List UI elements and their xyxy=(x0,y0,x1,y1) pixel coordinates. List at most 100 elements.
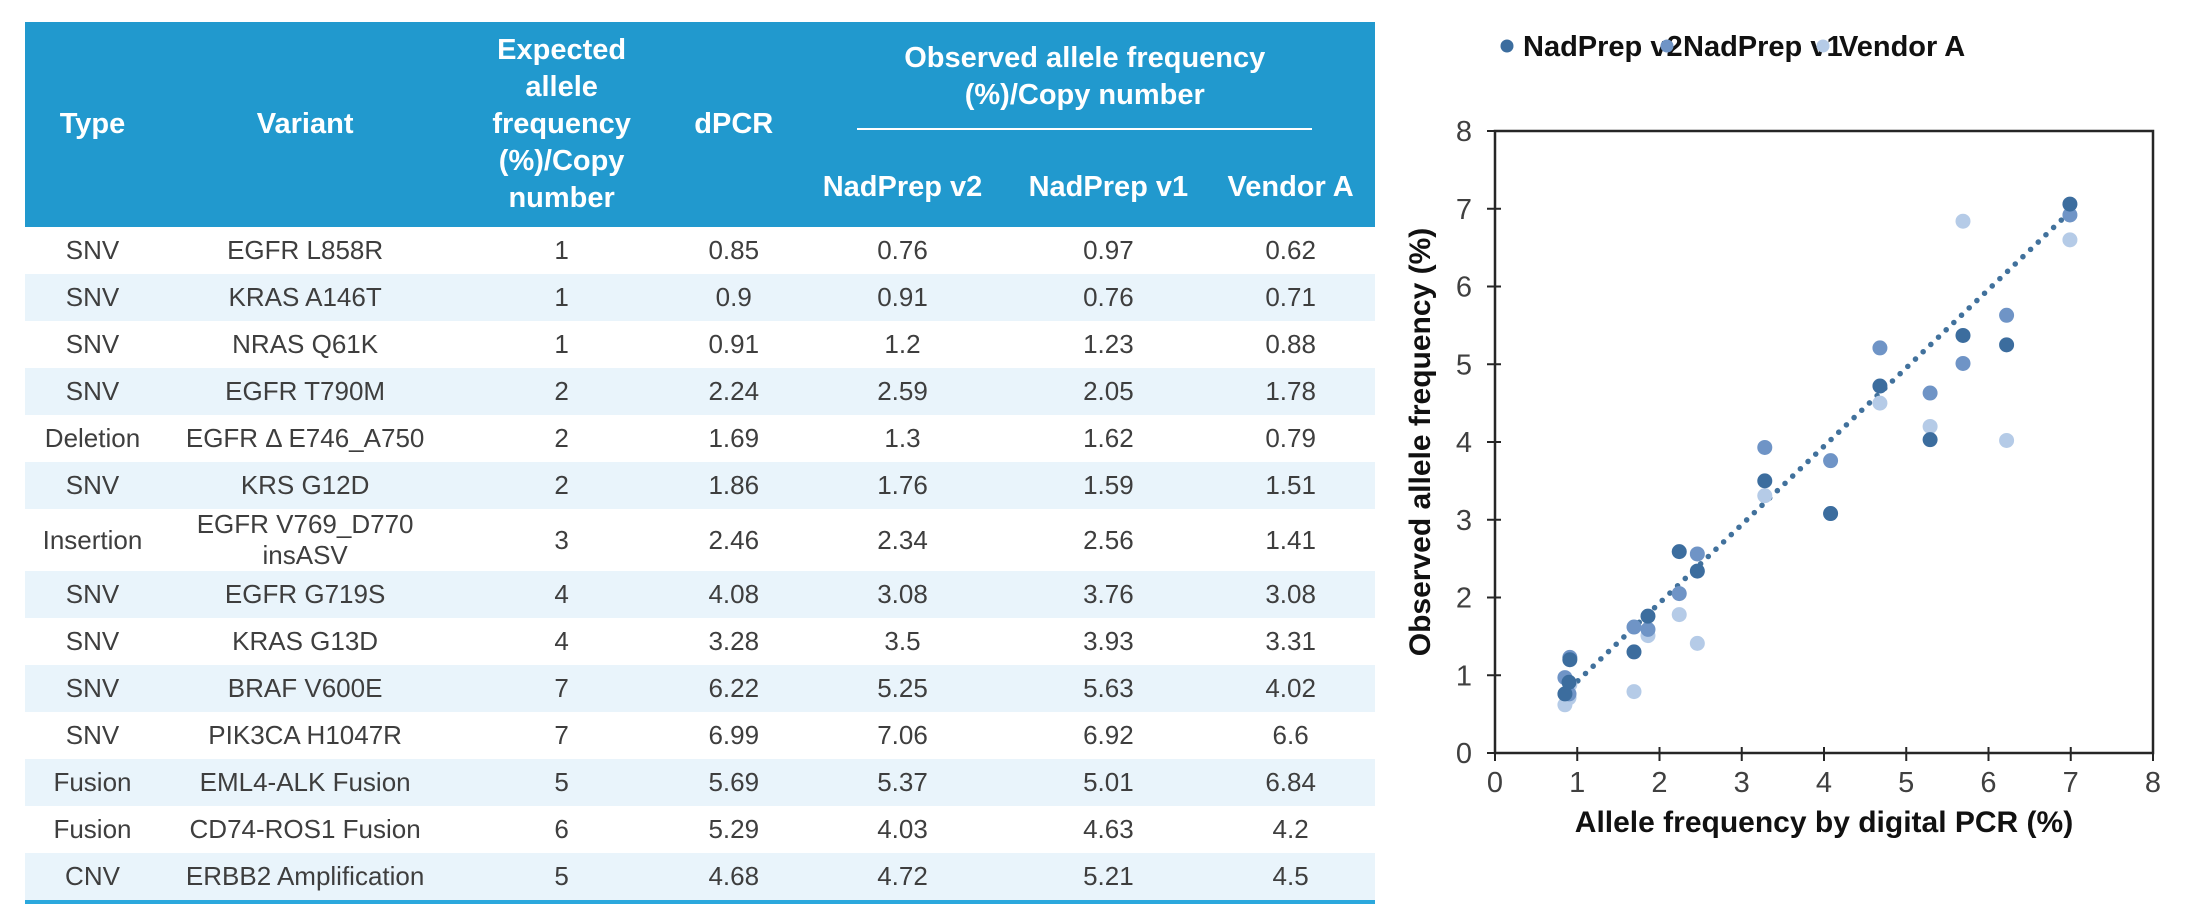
col-header-variant: Variant xyxy=(160,22,451,227)
table-row: Deletion EGFR Δ E746_A750 2 1.69 1.3 1.62 0.79 xyxy=(25,415,1375,462)
cell-expected: 5 xyxy=(450,759,673,806)
cell-variant: KRAS G13D xyxy=(160,618,451,665)
legend-label-vendor-a: Vendor A xyxy=(1839,31,1965,63)
x-tick-label: 3 xyxy=(1734,767,1750,799)
cell-expected: 7 xyxy=(450,712,673,759)
col-header-nadprep-v1: NadPrep v1 xyxy=(1010,167,1207,227)
table-row: Insertion EGFR V769_D770 insASV 3 2.46 2.34 2… xyxy=(25,509,1375,571)
x-tick-label: 8 xyxy=(2145,767,2161,799)
cell-type: SNV xyxy=(25,462,160,509)
col-header-type: Type xyxy=(25,22,160,227)
cell-nadprep-v2: 3.5 xyxy=(794,618,1011,665)
scatter-point-nadprep-v2 xyxy=(1626,644,1642,660)
cell-variant: EGFR T790M xyxy=(160,368,451,415)
table-row: SNV EGFR T790M 2 2.24 2.59 2.05 1.78 xyxy=(25,368,1375,415)
scatter-point-nadprep-v1 xyxy=(1823,453,1839,469)
cell-nadprep-v2: 7.06 xyxy=(794,712,1011,759)
cell-variant: KRS G12D xyxy=(160,462,451,509)
cell-variant: EML4-ALK Fusion xyxy=(160,759,451,806)
x-tick-label: 0 xyxy=(1487,767,1503,799)
col-header-vendor-a: Vendor A xyxy=(1206,167,1375,227)
scatter-point-nadprep-v1 xyxy=(1671,586,1687,602)
scatter-point-nadprep-v2 xyxy=(1999,337,2015,353)
legend-marker-nadprep-v2 xyxy=(1500,39,1514,53)
x-tick-label: 2 xyxy=(1651,767,1667,799)
y-tick-label: 2 xyxy=(1456,583,1472,615)
cell-dpcr: 0.91 xyxy=(673,321,795,368)
cell-vendor-a: 0.79 xyxy=(1206,415,1375,462)
scatter-points xyxy=(1557,196,2078,713)
scatter-point-nadprep-v2 xyxy=(1922,432,1938,448)
cell-vendor-a: 1.41 xyxy=(1206,509,1375,571)
legend-label-nadprep-v2: NadPrep v2 xyxy=(1523,31,1683,63)
scatter-point-nadprep-v2 xyxy=(1561,674,1577,690)
table-row: SNV KRS G12D 2 1.86 1.76 1.59 1.51 xyxy=(25,462,1375,509)
table-row: CNV ERBB2 Amplification 5 4.68 4.72 5.21 4.5 xyxy=(25,853,1375,900)
scatter-point-nadprep-v2 xyxy=(1640,608,1656,624)
cell-type: Insertion xyxy=(25,509,160,571)
scatter-point-vendor-a xyxy=(1872,395,1888,411)
y-tick-label: 3 xyxy=(1456,505,1472,537)
cell-expected: 6 xyxy=(450,806,673,853)
cell-dpcr: 1.86 xyxy=(673,462,795,509)
cell-nadprep-v2: 0.91 xyxy=(794,274,1011,321)
cell-dpcr: 5.69 xyxy=(673,759,795,806)
scatter-point-vendor-a xyxy=(1626,684,1642,700)
scatter-point-vendor-a xyxy=(1757,488,1773,504)
y-tick-label: 1 xyxy=(1456,660,1472,692)
cell-nadprep-v1: 0.97 xyxy=(1010,227,1207,274)
scatter-point-nadprep-v1 xyxy=(1999,307,2015,323)
plot-border xyxy=(1493,129,2155,755)
scatter-point-vendor-a xyxy=(1689,635,1705,651)
cell-nadprep-v2: 4.03 xyxy=(794,806,1011,853)
legend-label-nadprep-v1: NadPrep v1 xyxy=(1683,31,1843,63)
cell-dpcr: 6.22 xyxy=(673,665,795,712)
scatter-point-nadprep-v1 xyxy=(1757,439,1773,455)
cell-type: SNV xyxy=(25,712,160,759)
cell-type: SNV xyxy=(25,618,160,665)
y-tick-label: 5 xyxy=(1456,349,1472,381)
table-row: SNV EGFR L858R 1 0.85 0.76 0.97 0.62 xyxy=(25,227,1375,274)
cell-type: Deletion xyxy=(25,415,160,462)
cell-variant: PIK3CA H1047R xyxy=(160,712,451,759)
cell-nadprep-v1: 0.76 xyxy=(1010,274,1207,321)
scatter-point-nadprep-v1 xyxy=(1872,340,1888,356)
scatter-point-nadprep-v2 xyxy=(1872,378,1888,394)
cell-type: CNV xyxy=(25,853,160,900)
cell-variant: BRAF V600E xyxy=(160,665,451,712)
scatter-point-nadprep-v2 xyxy=(1823,506,1839,522)
table-row: SNV BRAF V600E 7 6.22 5.25 5.63 4.02 xyxy=(25,665,1375,712)
x-tick-label: 6 xyxy=(1980,767,1996,799)
scatter-point-nadprep-v2 xyxy=(1671,544,1687,560)
scatter-point-vendor-a xyxy=(1671,607,1687,623)
scatter-point-nadprep-v2 xyxy=(1689,563,1705,579)
scatter-point-nadprep-v1 xyxy=(2062,207,2078,223)
scatter-point-vendor-a xyxy=(1955,213,1971,229)
table-row: SNV EGFR G719S 4 4.08 3.08 3.76 3.08 xyxy=(25,571,1375,618)
y-tick-label: 8 xyxy=(1456,116,1472,148)
observed-group-label: Observed allele frequency (%)/Copy numbe… xyxy=(857,40,1313,131)
cell-variant: NRAS Q61K xyxy=(160,321,451,368)
cell-nadprep-v2: 2.59 xyxy=(794,368,1011,415)
x-axis-title: Allele frequency by digital PCR (%) xyxy=(1575,806,2073,839)
cell-type: SNV xyxy=(25,665,160,712)
cell-variant: EGFR L858R xyxy=(160,227,451,274)
variant-table-panel: Type Variant Expected allele frequency (… xyxy=(25,22,1375,904)
cell-vendor-a: 0.71 xyxy=(1206,274,1375,321)
col-header-nadprep-v2: NadPrep v2 xyxy=(794,167,1011,227)
cell-expected: 4 xyxy=(450,571,673,618)
cell-expected: 1 xyxy=(450,321,673,368)
cell-expected: 5 xyxy=(450,853,673,900)
cell-nadprep-v1: 5.63 xyxy=(1010,665,1207,712)
cell-nadprep-v1: 4.63 xyxy=(1010,806,1207,853)
cell-nadprep-v1: 5.21 xyxy=(1010,853,1207,900)
y-tick-label: 0 xyxy=(1456,738,1472,770)
axis-ticks: 0 1 2 3 4 5 6 7 8 0 1 2 3 4 5 6 7 8 xyxy=(1456,116,2161,799)
cell-expected: 2 xyxy=(450,415,673,462)
cell-variant: EGFR Δ E746_A750 xyxy=(160,415,451,462)
cell-vendor-a: 3.08 xyxy=(1206,571,1375,618)
cell-nadprep-v1: 1.62 xyxy=(1010,415,1207,462)
